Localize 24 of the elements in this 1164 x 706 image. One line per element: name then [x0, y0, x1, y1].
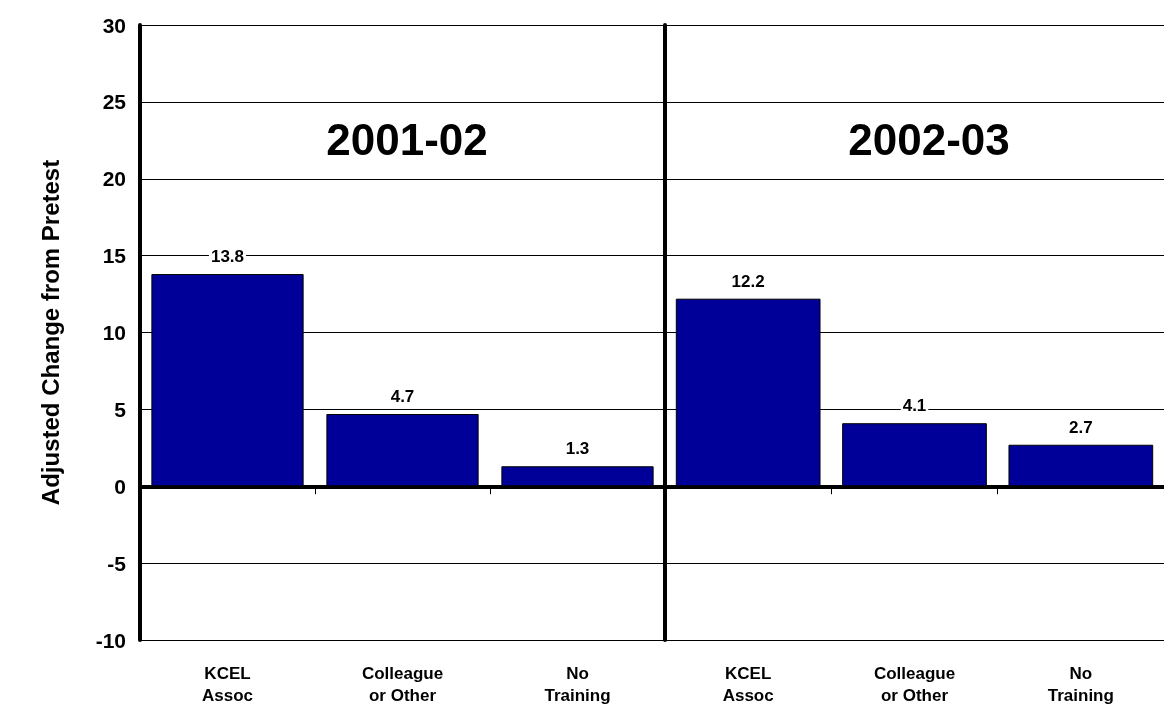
data-label: 12.2	[731, 271, 765, 291]
data-label: 1.3	[565, 439, 590, 459]
y-tick-label: 5	[114, 397, 127, 421]
data-label: 4.1	[902, 396, 927, 416]
y-tick-label: -10	[95, 628, 126, 652]
x-tick-label: No Training	[1047, 663, 1114, 705]
y-tick-label: 15	[102, 244, 127, 268]
y-tick-label: 25	[102, 90, 127, 114]
x-tick-label: Colleague or Other	[361, 663, 444, 705]
x-tick-label: KCEL Assoc	[722, 663, 774, 705]
y-tick-label: 10	[102, 321, 126, 344]
x-tick-label: Colleague or Other	[873, 663, 956, 705]
text: 2001-02	[326, 114, 488, 164]
data-label: 4.7	[390, 386, 415, 406]
y-tick-label: 20	[102, 167, 126, 191]
y-tick-label: 0	[114, 474, 126, 498]
data-label: 2.7	[1069, 417, 1093, 437]
y-axis-title: Adjusted Change from Pretest	[36, 159, 64, 506]
text: 2002-03	[848, 114, 1010, 164]
data-label: 13.8	[210, 247, 245, 267]
x-tick-label: No Training	[544, 663, 611, 705]
x-tick-label: KCEL Assoc	[201, 663, 254, 705]
y-tick-label: -5	[107, 551, 127, 575]
y-tick-label: 30	[102, 13, 126, 37]
